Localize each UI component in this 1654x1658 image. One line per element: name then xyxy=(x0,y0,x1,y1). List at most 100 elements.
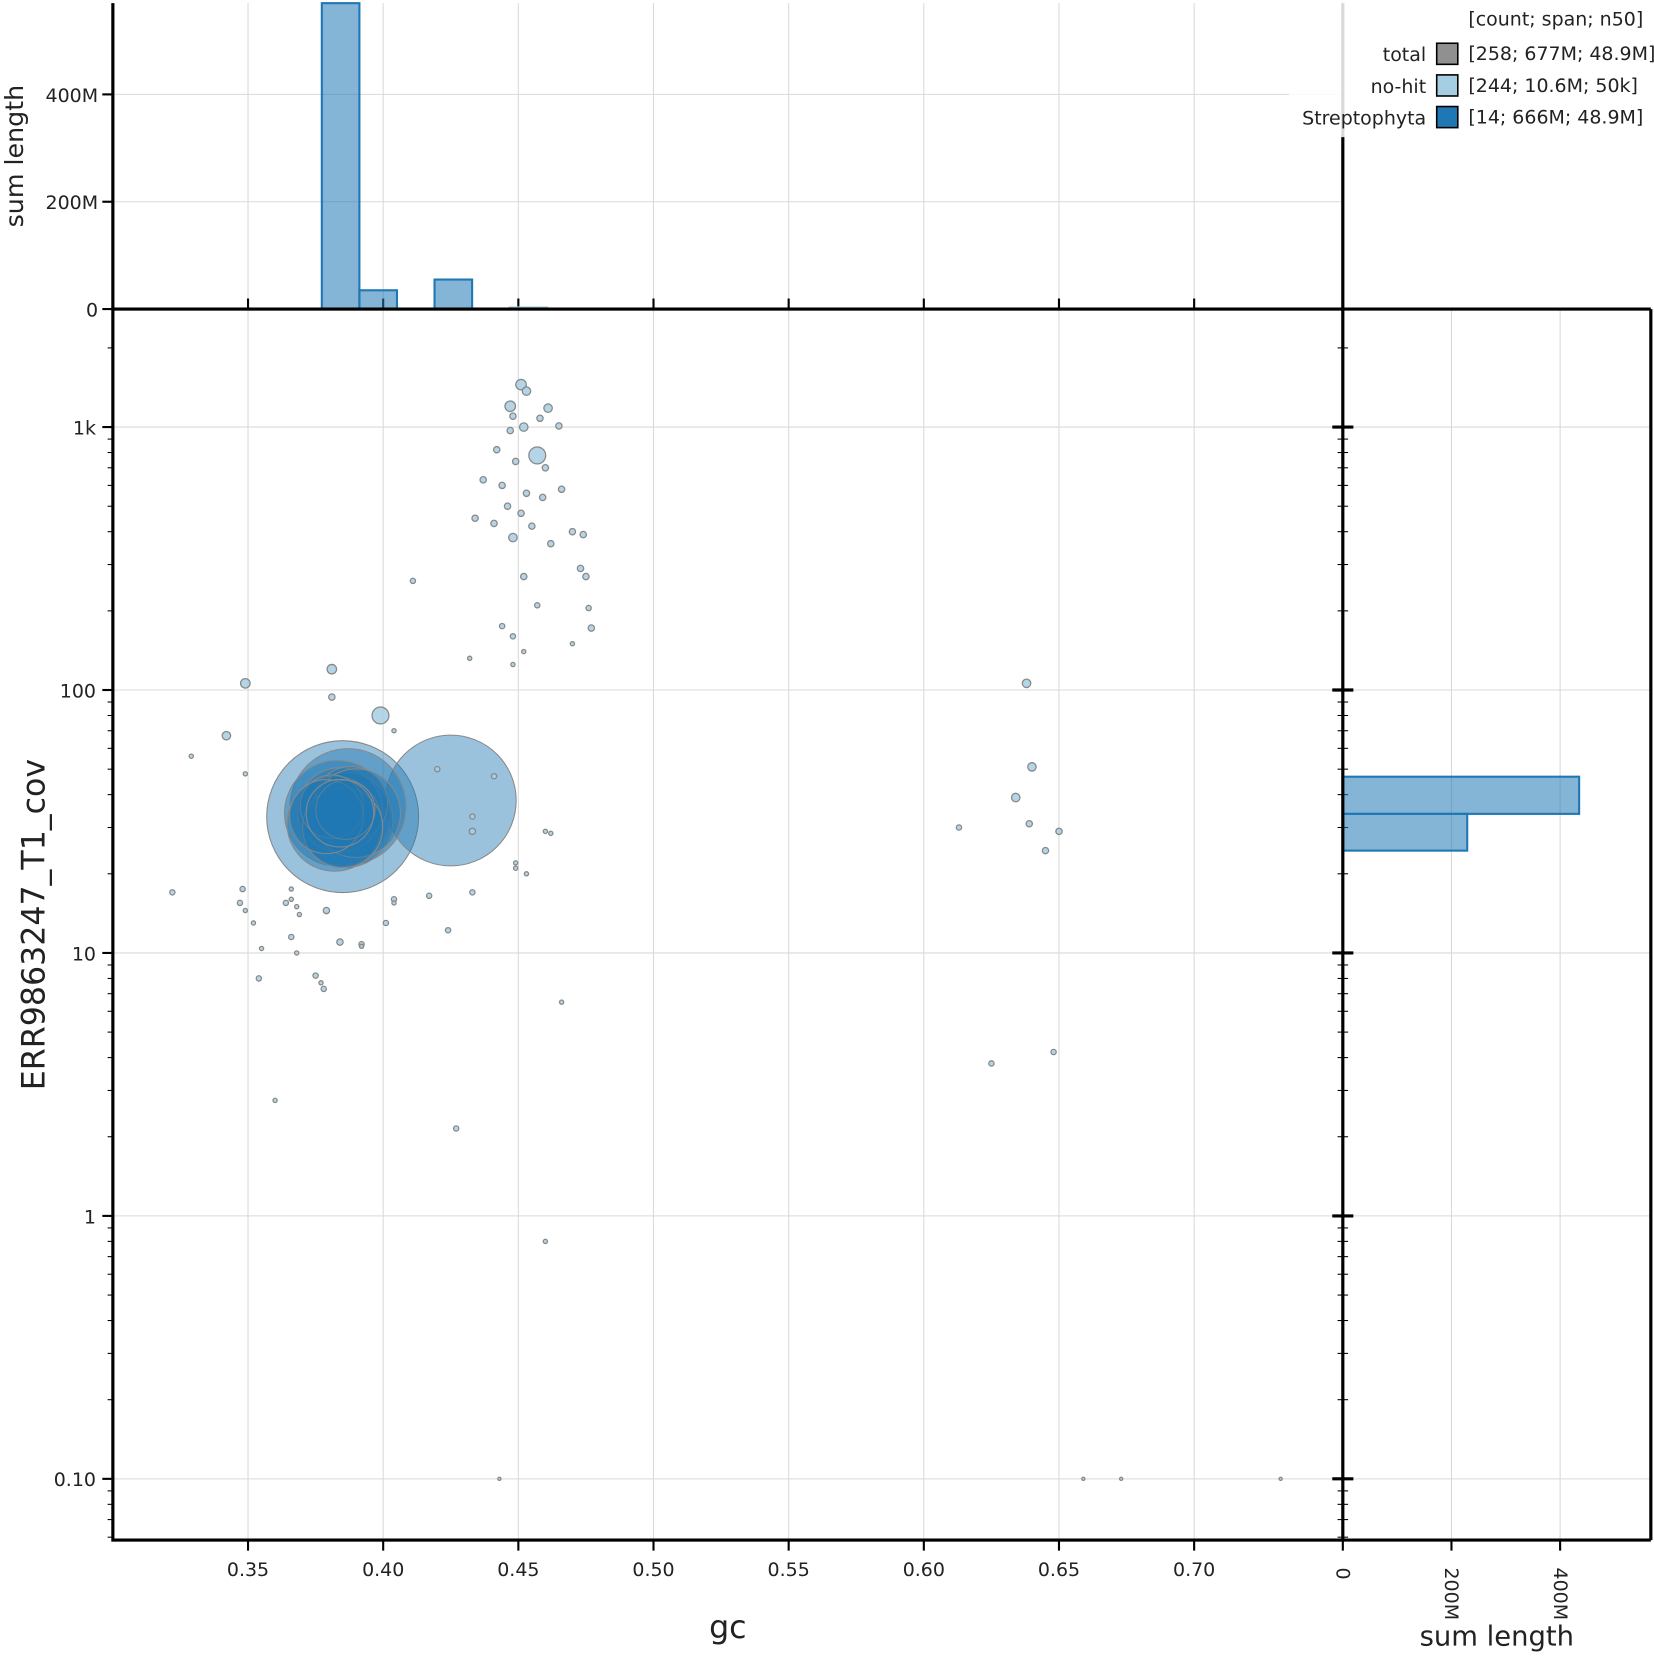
point xyxy=(1021,678,1032,689)
point xyxy=(541,463,550,472)
point xyxy=(305,778,375,848)
y-axis-label: ERR9863247_T1_cov xyxy=(16,759,52,1090)
plot-frame xyxy=(111,307,1345,1542)
point xyxy=(320,985,327,993)
point xyxy=(988,1060,995,1067)
point xyxy=(576,564,585,573)
point xyxy=(169,889,176,896)
point xyxy=(312,972,319,979)
point xyxy=(512,860,519,866)
y-tick-label: 200M xyxy=(46,192,99,214)
point xyxy=(1025,819,1034,828)
point xyxy=(585,604,592,612)
y-tick-label: 0.10 xyxy=(54,1469,96,1491)
y-tick-label: 1k xyxy=(73,417,96,439)
point xyxy=(512,865,519,871)
point xyxy=(311,768,401,859)
y-tick-label: 400M xyxy=(46,85,99,107)
point xyxy=(286,775,383,872)
point xyxy=(242,771,249,777)
point xyxy=(255,975,263,982)
legend-stats: [14; 666M; 48.9M] xyxy=(1468,106,1643,128)
y-tick-label: 0 xyxy=(86,299,98,321)
x-tick-label: 0.55 xyxy=(768,1559,810,1581)
point xyxy=(506,426,515,435)
point xyxy=(492,445,501,454)
point xyxy=(490,772,498,780)
x-tick-label: 0.45 xyxy=(497,1559,539,1581)
y-tick-label: 1 xyxy=(84,1206,96,1228)
point xyxy=(555,422,563,430)
point xyxy=(336,938,344,946)
point xyxy=(955,824,963,831)
x-tick-label: 0.60 xyxy=(903,1559,945,1581)
point xyxy=(371,706,390,725)
point xyxy=(542,1238,549,1245)
point xyxy=(569,640,576,647)
legend-background xyxy=(1289,2,1648,138)
x-axis-label: sum length xyxy=(1420,1622,1574,1653)
point xyxy=(509,412,517,420)
point xyxy=(1050,1048,1057,1056)
legend-swatch xyxy=(1435,105,1459,129)
bar xyxy=(1341,812,1469,852)
x-tick-label: 0.70 xyxy=(1173,1559,1215,1581)
point xyxy=(503,502,512,511)
point xyxy=(469,889,476,896)
point xyxy=(538,493,547,502)
y-axis-label: sum length xyxy=(0,85,29,228)
point xyxy=(469,813,476,820)
point xyxy=(288,886,295,892)
legend-swatch xyxy=(1435,74,1459,97)
point xyxy=(1055,827,1063,836)
point xyxy=(358,943,365,950)
point xyxy=(517,509,525,518)
point xyxy=(508,532,518,543)
point xyxy=(558,999,565,1005)
point xyxy=(318,980,324,986)
point xyxy=(288,896,295,903)
point xyxy=(444,926,452,934)
point xyxy=(221,730,232,741)
point xyxy=(509,633,517,640)
point xyxy=(296,911,303,918)
point xyxy=(1118,1476,1124,1482)
x-tick-label: 0.65 xyxy=(1038,1559,1080,1581)
point xyxy=(239,677,251,689)
point xyxy=(543,403,553,414)
point xyxy=(1041,846,1050,855)
point xyxy=(582,572,590,581)
point xyxy=(546,539,555,548)
x-tick-label: 0 xyxy=(1331,1568,1353,1580)
point xyxy=(511,457,520,466)
legend-label: Streptophyta xyxy=(1302,107,1426,129)
point xyxy=(498,622,506,630)
point xyxy=(282,899,290,907)
point xyxy=(522,489,531,498)
point xyxy=(497,1476,502,1482)
point xyxy=(299,774,364,839)
point xyxy=(293,903,300,910)
point xyxy=(528,522,536,530)
point xyxy=(523,871,530,877)
point xyxy=(536,414,544,423)
point xyxy=(557,485,566,494)
bar xyxy=(1341,775,1581,815)
point xyxy=(519,572,528,581)
legend-stats: [244; 10.6M; 50k] xyxy=(1468,75,1638,97)
point xyxy=(391,727,397,734)
point xyxy=(587,624,596,632)
point xyxy=(288,779,364,855)
point xyxy=(242,907,249,914)
point xyxy=(1010,792,1021,803)
legend-header: [count; span; n50] xyxy=(1468,8,1643,30)
legend-stats: [258; 677M; 48.9M] xyxy=(1468,43,1654,65)
point xyxy=(288,933,295,941)
legend-label: no-hit xyxy=(1371,76,1427,98)
point xyxy=(384,734,517,867)
point xyxy=(521,648,527,655)
x-axis-label: gc xyxy=(709,1610,746,1646)
point xyxy=(533,602,541,609)
point xyxy=(322,906,331,915)
